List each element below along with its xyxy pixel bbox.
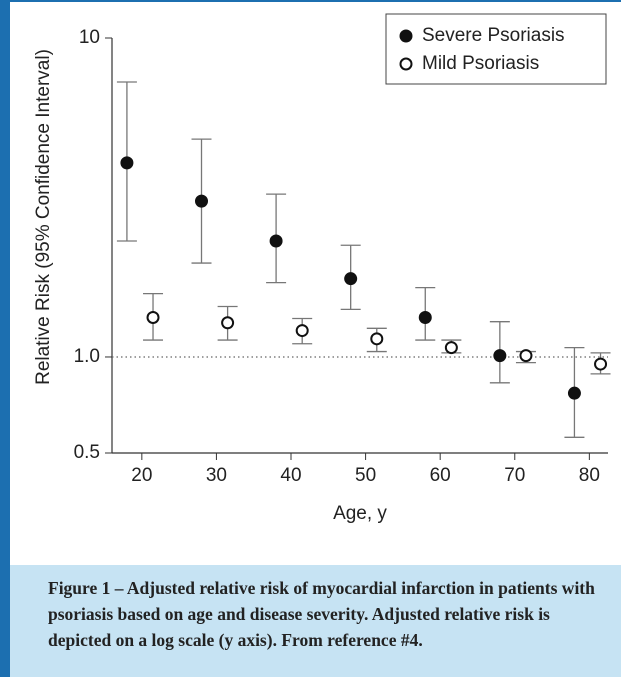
point [344, 272, 358, 286]
point [519, 349, 533, 363]
x-tick-label: 80 [579, 465, 600, 486]
y-tick-label: 0.5 [74, 442, 100, 463]
point [120, 156, 134, 170]
caption: Figure 1 – Adjusted relative risk of myo… [10, 565, 621, 677]
legend-label: Mild Psoriasis [422, 53, 539, 74]
x-axis-label: Age, y [333, 503, 387, 524]
point [493, 349, 507, 363]
x-tick-label: 60 [430, 465, 451, 486]
legend-marker [399, 29, 413, 43]
legend-label: Severe Psoriasis [422, 25, 565, 46]
legend-marker [399, 57, 413, 71]
x-tick-label: 50 [355, 465, 376, 486]
point [418, 310, 432, 324]
point [370, 332, 384, 346]
point [567, 386, 581, 400]
y-tick-label: 1.0 [74, 346, 100, 367]
x-tick-label: 20 [131, 465, 152, 486]
point [221, 316, 235, 330]
legend-box [385, 13, 607, 85]
x-tick-label: 40 [280, 465, 301, 486]
y-tick-label: 10 [79, 27, 100, 48]
point [269, 234, 283, 248]
point [444, 341, 458, 355]
x-tick-label: 70 [504, 465, 525, 486]
point [295, 324, 309, 338]
point [594, 357, 608, 371]
x-tick-label: 30 [206, 465, 227, 486]
y-axis-label: Relative Risk (95% Confidence Interval) [33, 49, 54, 385]
chart: Relative Risk (95% Confidence Interval) … [33, 13, 611, 524]
point [195, 194, 209, 208]
point [146, 310, 160, 324]
